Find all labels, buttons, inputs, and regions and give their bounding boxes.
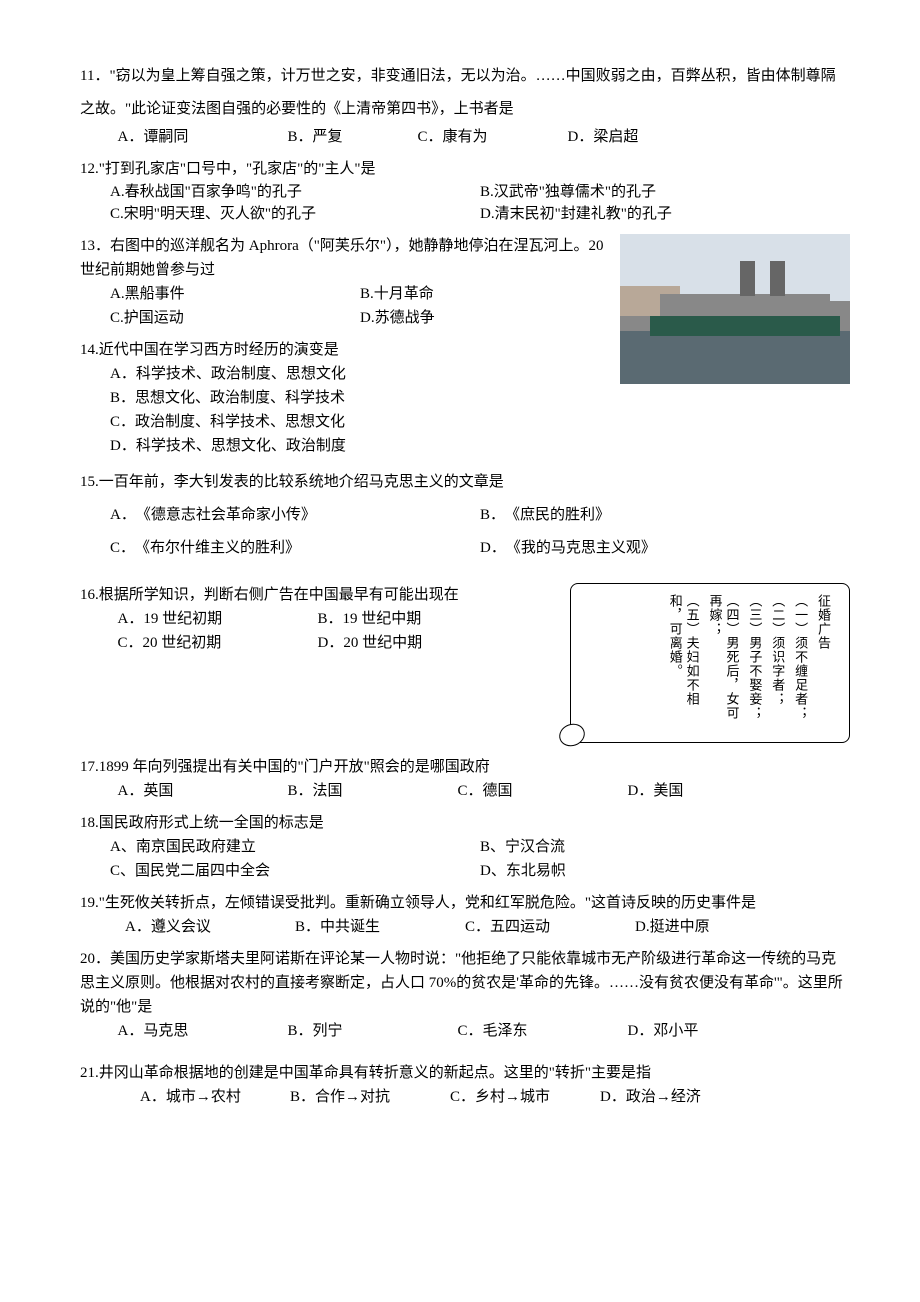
option-c: C．乡村→城市: [450, 1085, 600, 1109]
option-d: D． 《我的马克思主义观》: [480, 532, 656, 565]
option-b: B．严复: [288, 126, 418, 149]
option-d: D.清末民初"封建礼教"的孔子: [480, 203, 850, 226]
question-18-options: A、南京国民政府建立 B、宁汉合流 C、国民党二届四中全会 D、东北易帜: [80, 835, 850, 883]
question-19-options: A．遵义会议 B．中共诞生 C．五四运动 D.挺进中原: [80, 915, 850, 939]
option-c: C．毛泽东: [458, 1019, 628, 1043]
question-16-text: 16.根据所学知识，判断右侧广告在中国最早有可能出现在: [80, 583, 560, 607]
option-d: D．20 世纪中期: [318, 631, 423, 655]
option-a: A．英国: [118, 779, 288, 803]
option-c: C． 《布尔什维主义的胜利》: [110, 532, 480, 565]
scroll-col-2: （二）须识字者；: [768, 594, 785, 732]
scroll-col-4: （四）男死后，女可再嫁；: [706, 594, 740, 732]
question-12-text: 12."打到孔家店"口号中，"孔家店"的"主人"是: [80, 157, 850, 181]
question-13-14-block: 13．右图中的巡洋舰名为 Aphrora（"阿芙乐尔"），她静静地停泊在涅瓦河上…: [80, 234, 850, 466]
option-a: A．谭嗣同: [118, 126, 288, 149]
marriage-ad-scroll: 征婚广告 （一）须不缠足者； （二）须识字者； （三）男子不娶妾； （四）男死后…: [570, 583, 850, 743]
option-a: A．城市→农村: [140, 1085, 290, 1109]
option-c: C.护国运动: [110, 306, 360, 330]
question-17-text: 17.1899 年向列强提出有关中国的"门户开放"照会的是哪国政府: [80, 755, 850, 779]
question-13-text: 13．右图中的巡洋舰名为 Aphrora（"阿芙乐尔"），她静静地停泊在涅瓦河上…: [80, 234, 610, 282]
option-a: A．遵义会议: [125, 915, 295, 939]
option-d: D.挺进中原: [635, 915, 710, 939]
question-11-text: 11．"窃以为皇上筹自强之策，计万世之安，非变通旧法，无以为治。……中国败弱之由…: [80, 60, 850, 126]
aurora-ship-image: [620, 234, 850, 384]
option-d: D．科学技术、思想文化、政治制度: [110, 434, 610, 458]
option-d: D．美国: [628, 779, 684, 803]
option-d: D．梁启超: [568, 126, 688, 149]
option-b: B、宁汉合流: [480, 835, 850, 859]
option-b: B．中共诞生: [295, 915, 465, 939]
option-b: B.十月革命: [360, 282, 610, 306]
option-b: B．19 世纪中期: [318, 607, 422, 631]
option-a: A.黑船事件: [110, 282, 360, 306]
option-c: C．20 世纪初期: [118, 631, 318, 655]
question-15-text: 15.一百年前，李大钊发表的比较系统地介绍马克思主义的文章是: [80, 466, 850, 499]
question-14: 14.近代中国在学习西方时经历的演变是 A．科学技术、政治制度、思想文化 B．思…: [80, 338, 610, 458]
question-21: 21.井冈山革命根据地的创建是中国革命具有转折意义的新起点。这里的"转折"主要是…: [80, 1061, 850, 1109]
option-a: A．马克思: [118, 1019, 288, 1043]
option-b: B．法国: [288, 779, 458, 803]
question-13-options: A.黑船事件 B.十月革命 C.护国运动 D.苏德战争: [80, 282, 610, 330]
question-20-text: 20．美国历史学家斯塔夫里阿诺斯在评论某一人物时说："他拒绝了只能依靠城市无产阶…: [80, 947, 850, 1019]
question-19: 19."生死攸关转折点，左倾错误受批判。重新确立领导人，党和红军脱危险。"这首诗…: [80, 891, 850, 939]
option-a: A． 《德意志社会革命家小传》: [110, 499, 480, 532]
question-16-options: A．19 世纪初期 B．19 世纪中期 C．20 世纪初期 D．20 世纪中期: [80, 607, 560, 655]
option-a: A、南京国民政府建立: [110, 835, 480, 859]
question-12-options: A.春秋战国"百家争鸣"的孔子 B.汉武帝"独尊儒术"的孔子 C.宋明"明天理、…: [80, 181, 850, 226]
question-20: 20．美国历史学家斯塔夫里阿诺斯在评论某一人物时说："他拒绝了只能依靠城市无产阶…: [80, 947, 850, 1043]
option-d: D、东北易帜: [480, 859, 850, 883]
question-18-text: 18.国民政府形式上统一全国的标志是: [80, 811, 850, 835]
option-c: C．德国: [458, 779, 628, 803]
question-11: 11．"窃以为皇上筹自强之策，计万世之安，非变通旧法，无以为治。……中国败弱之由…: [80, 60, 850, 149]
option-a: A．19 世纪初期: [118, 607, 318, 631]
question-16-block: 16.根据所学知识，判断右侧广告在中国最早有可能出现在 A．19 世纪初期 B．…: [80, 583, 850, 743]
option-d: D.苏德战争: [360, 306, 610, 330]
option-c: C．康有为: [418, 126, 568, 149]
scroll-col-1: （一）须不缠足者；: [791, 594, 808, 732]
option-b: B．合作→对抗: [290, 1085, 450, 1109]
question-19-text: 19."生死攸关转折点，左倾错误受批判。重新确立领导人，党和红军脱危险。"这首诗…: [80, 891, 850, 915]
option-c: C.宋明"明天理、灭人欲"的孔子: [110, 203, 480, 226]
option-b: B． 《庶民的胜利》: [480, 499, 610, 532]
option-b: B．列宁: [288, 1019, 458, 1043]
question-15-options: A． 《德意志社会革命家小传》 B． 《庶民的胜利》 C． 《布尔什维主义的胜利…: [80, 499, 850, 565]
option-d: D．政治→经济: [600, 1085, 701, 1109]
scroll-col-title: 征婚广告: [814, 594, 831, 732]
option-b: B.汉武帝"独尊儒术"的孔子: [480, 181, 850, 204]
question-12: 12."打到孔家店"口号中，"孔家店"的"主人"是 A.春秋战国"百家争鸣"的孔…: [80, 157, 850, 226]
option-a: A.春秋战国"百家争鸣"的孔子: [110, 181, 480, 204]
option-c: C．政治制度、科学技术、思想文化: [110, 410, 610, 434]
option-b: B．思想文化、政治制度、科学技术: [110, 386, 610, 410]
question-14-text: 14.近代中国在学习西方时经历的演变是: [80, 338, 610, 362]
question-15: 15.一百年前，李大钊发表的比较系统地介绍马克思主义的文章是 A． 《德意志社会…: [80, 466, 850, 565]
question-21-options: A．城市→农村 B．合作→对抗 C．乡村→城市 D．政治→经济: [80, 1085, 850, 1109]
option-c: C．五四运动: [465, 915, 635, 939]
question-14-options: A．科学技术、政治制度、思想文化 B．思想文化、政治制度、科学技术 C．政治制度…: [80, 362, 610, 458]
option-a: A．科学技术、政治制度、思想文化: [110, 362, 610, 386]
scroll-col-3: （三）男子不娶妾；: [745, 594, 762, 732]
scroll-col-5: （五）夫妇如不相和，可离婚。: [666, 594, 700, 732]
question-16: 16.根据所学知识，判断右侧广告在中国最早有可能出现在 A．19 世纪初期 B．…: [80, 583, 560, 655]
question-11-options: A．谭嗣同 B．严复 C．康有为 D．梁启超: [80, 126, 850, 149]
option-d: D．邓小平: [628, 1019, 699, 1043]
question-13: 13．右图中的巡洋舰名为 Aphrora（"阿芙乐尔"），她静静地停泊在涅瓦河上…: [80, 234, 610, 330]
question-21-text: 21.井冈山革命根据地的创建是中国革命具有转折意义的新起点。这里的"转折"主要是…: [80, 1061, 850, 1085]
question-20-options: A．马克思 B．列宁 C．毛泽东 D．邓小平: [80, 1019, 850, 1043]
question-17-options: A．英国 B．法国 C．德国 D．美国: [80, 779, 850, 803]
question-17: 17.1899 年向列强提出有关中国的"门户开放"照会的是哪国政府 A．英国 B…: [80, 755, 850, 803]
option-c: C、国民党二届四中全会: [110, 859, 480, 883]
question-18: 18.国民政府形式上统一全国的标志是 A、南京国民政府建立 B、宁汉合流 C、国…: [80, 811, 850, 883]
